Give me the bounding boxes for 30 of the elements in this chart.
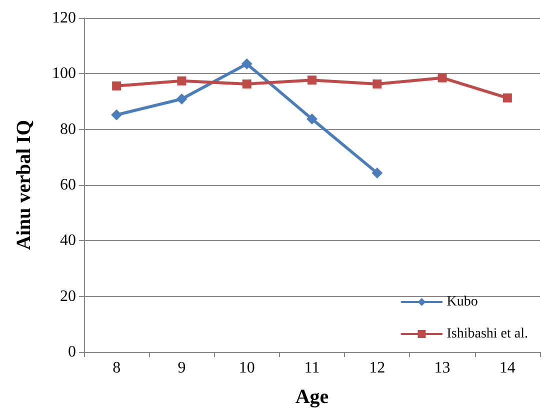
point (241, 58, 252, 70)
y-tick-label: 40 (60, 232, 76, 250)
y-tick-label: 100 (52, 65, 76, 82)
y-tick-label: 0 (68, 344, 76, 360)
y-tick-label: 60 (60, 176, 76, 194)
y-tick-label: 80 (60, 120, 76, 138)
x-tick-label: 12 (369, 360, 386, 376)
x-tick-label: 8 (112, 360, 121, 376)
point (111, 109, 122, 120)
point (306, 114, 318, 125)
x-tick-label: 10 (238, 360, 255, 376)
x-tick-label: 14 (499, 360, 516, 376)
point (502, 93, 512, 102)
point (177, 76, 186, 86)
y-tick-label: 120 (52, 10, 76, 26)
x-tick-label: 13 (434, 360, 450, 376)
legend-label: Kubo (446, 294, 478, 310)
x-tick-label: 11 (304, 360, 320, 376)
y-axis-title: Ainu verbal IQ (13, 120, 35, 250)
point (242, 79, 252, 88)
point (176, 93, 188, 104)
point (372, 79, 382, 88)
point (112, 81, 122, 90)
point (372, 168, 383, 179)
x-tick-label: 9 (178, 360, 186, 376)
legend-label: Ishibashi et al. (446, 326, 528, 342)
y-tick-label: 20 (60, 288, 76, 305)
point (308, 76, 316, 85)
point (438, 73, 447, 82)
x-axis-title: Age (295, 386, 329, 408)
